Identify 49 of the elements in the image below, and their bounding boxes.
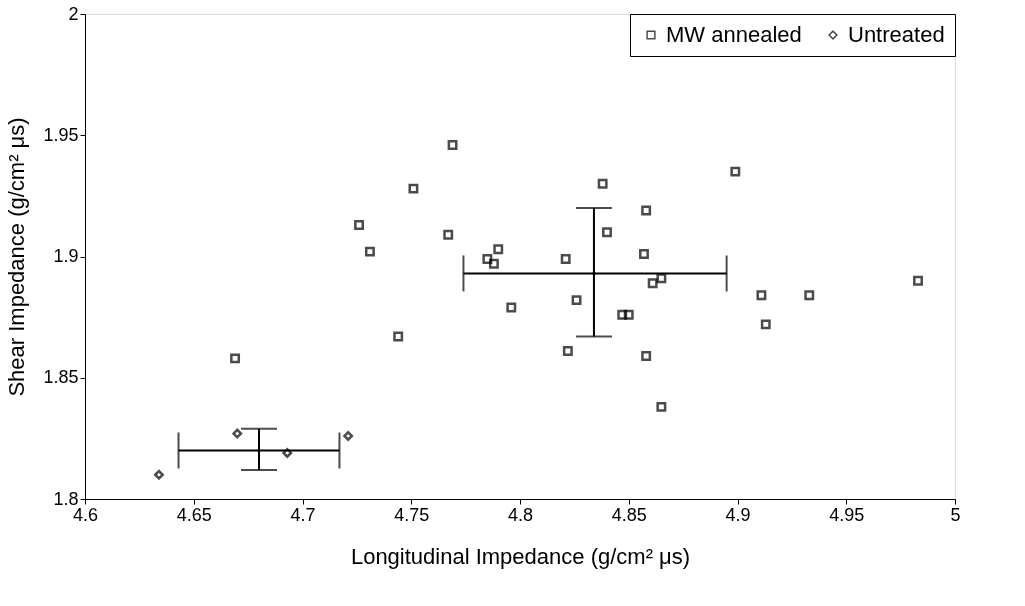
- point: [282, 447, 293, 458]
- y-axis-title: Shear Impedance (g/cm² μs): [4, 117, 30, 397]
- point: [756, 290, 767, 301]
- point: [408, 183, 419, 194]
- point: [571, 295, 582, 306]
- point: [482, 253, 493, 264]
- legend-label: MW annealed: [666, 22, 802, 47]
- point: [153, 469, 164, 480]
- x-tick-label: 4.9: [725, 504, 751, 525]
- point: [230, 353, 241, 364]
- point: [493, 244, 504, 255]
- x-tick-label: 4.65: [176, 504, 212, 525]
- x-tick-label: 5: [950, 504, 961, 525]
- point: [656, 401, 667, 412]
- y-tick-label: 1.95: [43, 124, 79, 145]
- point: [562, 346, 573, 357]
- y-tick-label: 1.9: [53, 246, 79, 266]
- point: [730, 166, 741, 177]
- x-axis-title: Longitudinal Impedance (g/cm² μs): [350, 543, 691, 569]
- point: [760, 319, 771, 330]
- point: [443, 229, 454, 240]
- point: [506, 302, 517, 313]
- point: [343, 430, 354, 441]
- point: [232, 428, 243, 439]
- point: [804, 290, 815, 301]
- x-tick-label: 4.75: [394, 504, 430, 525]
- point: [602, 227, 612, 238]
- point: [447, 139, 458, 150]
- x-tick-label: 4.85: [611, 504, 647, 525]
- x-tick-label: 4.95: [829, 504, 865, 525]
- point: [617, 309, 628, 320]
- point: [656, 273, 667, 284]
- legend-label: Untreated: [848, 22, 945, 47]
- point: [639, 249, 649, 260]
- y-tick-label: 2: [68, 3, 79, 24]
- x-tick-label: 4.7: [290, 504, 316, 525]
- y-tick-label: 1.85: [43, 367, 79, 388]
- point: [913, 275, 923, 286]
- point: [354, 220, 365, 230]
- point: [560, 253, 571, 264]
- point: [364, 246, 375, 257]
- point: [623, 309, 634, 320]
- point: [488, 258, 499, 269]
- x-tick-label: 4.8: [507, 504, 534, 525]
- point: [641, 350, 652, 361]
- point: [393, 331, 404, 342]
- point: [597, 178, 608, 189]
- point: [647, 278, 658, 289]
- point: [641, 205, 652, 216]
